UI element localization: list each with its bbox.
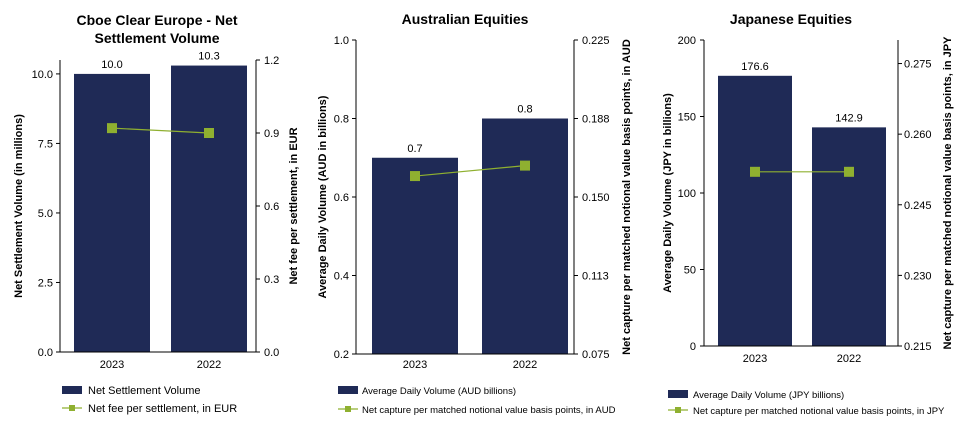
legend-bar-swatch bbox=[62, 386, 82, 394]
x-category-label: 2023 bbox=[100, 359, 124, 371]
y-tick-label: 50 bbox=[684, 265, 696, 277]
y2-tick-label: 0.075 bbox=[582, 349, 610, 361]
bar-data-label: 142.9 bbox=[835, 112, 863, 124]
x-category-label: 2022 bbox=[837, 353, 861, 365]
line-point-2022 bbox=[204, 128, 214, 138]
legend-line-marker bbox=[69, 405, 75, 411]
line-point-2022 bbox=[520, 160, 530, 171]
bar-data-label: 176.6 bbox=[741, 61, 769, 73]
legend: Net Settlement Volume Net fee per settlem… bbox=[62, 385, 237, 415]
line-series-path bbox=[111, 127, 210, 134]
legend: Average Daily Volume (AUD billions) Net c… bbox=[338, 386, 616, 416]
chart-title: Cboe Clear Europe - Net bbox=[76, 12, 237, 28]
y2-tick-label: 0.225 bbox=[582, 35, 610, 47]
legend-line-label: Net fee per settlement, in EUR bbox=[88, 403, 237, 415]
y-tick-label: 1.0 bbox=[334, 35, 349, 47]
bar-2023 bbox=[74, 73, 150, 353]
bar-2023 bbox=[372, 157, 458, 354]
bar-2022 bbox=[171, 65, 247, 353]
y2-tick-label: 0.188 bbox=[582, 114, 610, 126]
legend-line-label: Net capture per matched notional value b… bbox=[693, 406, 945, 417]
y2-tick-label: 1.2 bbox=[264, 55, 279, 67]
legend-line-label: Net capture per matched notional value b… bbox=[362, 405, 616, 416]
y-tick-label: 2.5 bbox=[38, 277, 53, 289]
y2-axis-label: Net capture per matched notional value b… bbox=[621, 39, 633, 355]
y-tick-label: 200 bbox=[678, 35, 696, 47]
y-tick-label: 150 bbox=[678, 112, 696, 124]
legend: Average Daily Volume (JPY billions) Net c… bbox=[668, 390, 945, 417]
bar-2023 bbox=[718, 75, 792, 346]
x-category-label: 2022 bbox=[513, 359, 537, 371]
y2-tick-label: 0.245 bbox=[904, 200, 932, 212]
y2-tick-label: 0.0 bbox=[264, 347, 279, 359]
y2-tick-label: 0.260 bbox=[904, 129, 932, 141]
line-point-2022 bbox=[844, 166, 854, 177]
y2-tick-label: 0.230 bbox=[904, 270, 932, 282]
line-series-path bbox=[414, 165, 526, 177]
y2-tick-label: 0.6 bbox=[264, 201, 279, 213]
y-tick-label: 7.5 bbox=[38, 138, 53, 150]
bar-2022 bbox=[812, 127, 886, 346]
y-axis-label: Net Settlement Volume (in millions) bbox=[13, 114, 25, 298]
y2-tick-label: 0.150 bbox=[582, 192, 610, 204]
chart-title: Settlement Volume bbox=[95, 30, 220, 46]
chart-panel-1: Cboe Clear Europe - Net Settlement Volume… bbox=[13, 12, 300, 415]
bar-2022 bbox=[482, 118, 568, 354]
y-tick-label: 0.4 bbox=[334, 271, 349, 283]
y2-tick-label: 0.113 bbox=[582, 271, 609, 283]
y-tick-label: 0.2 bbox=[334, 349, 349, 361]
x-category-label: 2023 bbox=[743, 353, 767, 365]
x-category-label: 2022 bbox=[197, 359, 221, 371]
x-category-label: 2023 bbox=[403, 359, 427, 371]
chart-title: Australian Equities bbox=[402, 11, 529, 27]
y-tick-label: 0.6 bbox=[334, 192, 349, 204]
bar-data-label: 0.8 bbox=[517, 104, 532, 116]
legend-line-marker bbox=[345, 406, 351, 412]
y2-axis-label: Net capture per matched notional value b… bbox=[942, 36, 954, 350]
y-tick-label: 0.0 bbox=[38, 347, 53, 359]
y2-tick-label: 0.9 bbox=[264, 128, 279, 140]
y2-tick-label: 0.215 bbox=[904, 341, 932, 353]
bar-data-label: 0.7 bbox=[407, 143, 422, 155]
y-tick-label: 0.8 bbox=[334, 114, 349, 126]
y-axis-label: Average Daily Volume (AUD in billions) bbox=[317, 95, 329, 298]
chart-panel-2: Australian Equities 0.7 0.8 0.2 0.4 0.6 0.8 1.0… bbox=[317, 11, 633, 416]
line-point-2023 bbox=[750, 166, 760, 177]
chart-title: Japanese Equities bbox=[730, 11, 852, 27]
legend-bar-swatch bbox=[668, 390, 688, 398]
chart-panel-3: Japanese Equities 176.6 142.9 0 50 100 150 200 0… bbox=[662, 11, 954, 417]
y-axis-label: Average Daily Volume (JPY in billions) bbox=[662, 93, 674, 293]
y2-tick-label: 0.3 bbox=[264, 274, 279, 286]
line-point-2023 bbox=[410, 171, 420, 182]
legend-bar-label: Average Daily Volume (JPY billions) bbox=[693, 390, 844, 401]
y-tick-label: 10.0 bbox=[32, 69, 53, 81]
legend-bar-label: Average Daily Volume (AUD billions) bbox=[362, 386, 516, 397]
bar-data-label: 10.0 bbox=[101, 59, 122, 71]
legend-line-marker bbox=[675, 407, 681, 413]
legend-bar-label: Net Settlement Volume bbox=[88, 385, 201, 397]
bar-data-label: 10.3 bbox=[198, 51, 219, 63]
y-tick-label: 100 bbox=[678, 188, 696, 200]
y2-axis-label: Net fee per settlement, in EUR bbox=[288, 127, 300, 284]
y-tick-label: 5.0 bbox=[38, 208, 53, 220]
legend-bar-swatch bbox=[338, 386, 358, 394]
y-tick-label: 0 bbox=[690, 341, 696, 353]
line-point-2023 bbox=[107, 123, 117, 134]
y2-tick-label: 0.275 bbox=[904, 59, 932, 71]
